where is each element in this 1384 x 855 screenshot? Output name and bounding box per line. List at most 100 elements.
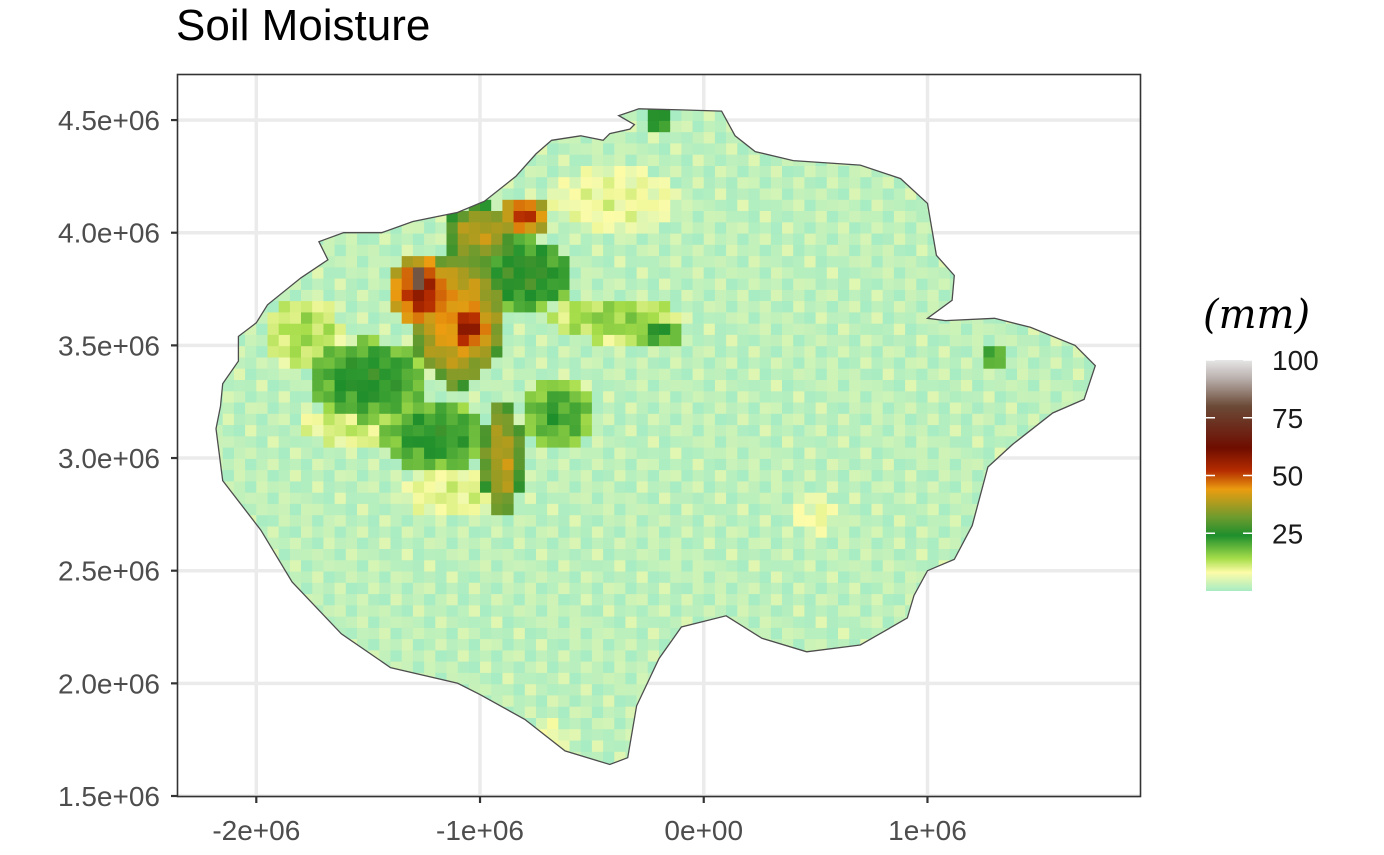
heatmap-cell — [457, 514, 470, 527]
heatmap-cell — [826, 390, 839, 403]
heatmap-cell — [558, 593, 571, 606]
heatmap-cell — [591, 289, 604, 302]
heatmap-cell — [603, 480, 616, 493]
heatmap-cell — [524, 289, 537, 302]
heatmap-cell — [815, 300, 828, 313]
heatmap-cell — [893, 491, 906, 504]
heatmap-cell — [938, 480, 951, 493]
heatmap-cell — [703, 266, 716, 279]
heatmap-cell — [547, 424, 560, 437]
heatmap-cell — [860, 413, 873, 426]
heatmap-cell — [435, 289, 448, 302]
heatmap-cell — [457, 311, 470, 324]
heatmap-cell — [949, 424, 962, 437]
heatmap-cell — [893, 503, 906, 516]
heatmap-cell — [412, 379, 425, 392]
heatmap-cell — [614, 458, 627, 471]
heatmap-cell — [849, 424, 862, 437]
heatmap-cell — [558, 311, 571, 324]
heatmap-cell — [379, 593, 392, 606]
heatmap-cell — [603, 582, 616, 595]
heatmap-cell — [726, 446, 739, 459]
heatmap-cell — [457, 548, 470, 561]
heatmap-cell — [849, 570, 862, 583]
heatmap-cell — [815, 582, 828, 595]
heatmap-cell — [480, 221, 492, 234]
heatmap-cell — [905, 345, 918, 358]
heatmap-cell — [536, 638, 548, 651]
heatmap-cell — [357, 379, 369, 392]
heatmap-cell — [390, 446, 403, 459]
heatmap-cell — [603, 762, 616, 765]
heatmap-cell — [480, 413, 492, 426]
heatmap-cell — [1039, 379, 1052, 392]
heatmap-cell — [737, 514, 750, 527]
heatmap-cell — [513, 401, 526, 414]
heatmap-cell — [424, 514, 437, 527]
heatmap-cell — [681, 244, 694, 257]
heatmap-cell — [580, 300, 593, 313]
heatmap-cell — [961, 424, 973, 437]
heatmap-cell — [782, 536, 794, 549]
heatmap-cell — [692, 131, 705, 144]
heatmap-cell — [491, 367, 504, 380]
heatmap-cell — [457, 435, 470, 448]
heatmap-cell — [558, 469, 571, 482]
heatmap-cell — [301, 570, 313, 583]
heatmap-cell — [278, 435, 291, 448]
heatmap-cell — [580, 728, 593, 741]
heatmap-cell — [659, 232, 671, 245]
heatmap-cell — [603, 401, 616, 414]
heatmap-cell — [726, 401, 739, 414]
heatmap-cell — [312, 424, 325, 437]
heatmap-cell — [670, 424, 683, 437]
heatmap-cell — [603, 739, 616, 752]
heatmap-cell — [714, 153, 727, 166]
heatmap-cell — [1050, 390, 1063, 403]
heatmap-cell — [368, 615, 381, 628]
heatmap-cell — [838, 469, 850, 482]
heatmap-cell — [368, 232, 381, 245]
heatmap-cell — [927, 458, 940, 471]
heatmap-cell — [491, 446, 504, 459]
heatmap-cell — [480, 582, 492, 595]
heatmap-cell — [289, 536, 302, 549]
heatmap-cell — [401, 300, 414, 313]
heatmap-cell — [368, 277, 381, 290]
heatmap-cell — [357, 334, 369, 347]
heatmap-cell — [603, 548, 616, 561]
heatmap-cell — [849, 559, 862, 572]
heatmap-cell — [849, 469, 862, 482]
heatmap-cell — [647, 165, 660, 178]
heatmap-cell — [1084, 367, 1096, 380]
heatmap-cell — [659, 153, 671, 166]
heatmap-cell — [345, 491, 358, 504]
heatmap-cell — [547, 683, 560, 696]
heatmap-cell — [569, 739, 582, 752]
heatmap-cell — [558, 705, 571, 718]
heatmap-cell — [714, 424, 727, 437]
heatmap-cell — [446, 570, 459, 583]
heatmap-cell — [748, 176, 761, 189]
heatmap-cell — [793, 367, 806, 380]
heatmap-cell — [793, 277, 806, 290]
heatmap-cell — [457, 446, 470, 459]
heatmap-cell — [815, 379, 828, 392]
heatmap-cell — [692, 322, 705, 335]
heatmap-cell — [424, 503, 437, 516]
heatmap-cell — [860, 345, 873, 358]
heatmap-cell — [323, 300, 336, 313]
heatmap-cell — [502, 210, 515, 223]
heatmap-cell — [782, 266, 794, 279]
heatmap-cell — [401, 469, 414, 482]
heatmap-cell — [737, 367, 750, 380]
heatmap-cell — [502, 379, 515, 392]
heatmap-cell — [412, 390, 425, 403]
heatmap-cell — [703, 548, 716, 561]
heatmap-cell — [412, 413, 425, 426]
heatmap-cell — [345, 593, 358, 606]
heatmap-cell — [468, 458, 481, 471]
heatmap-cell — [491, 469, 504, 482]
heatmap-cell — [446, 390, 459, 403]
heatmap-cell — [692, 277, 705, 290]
